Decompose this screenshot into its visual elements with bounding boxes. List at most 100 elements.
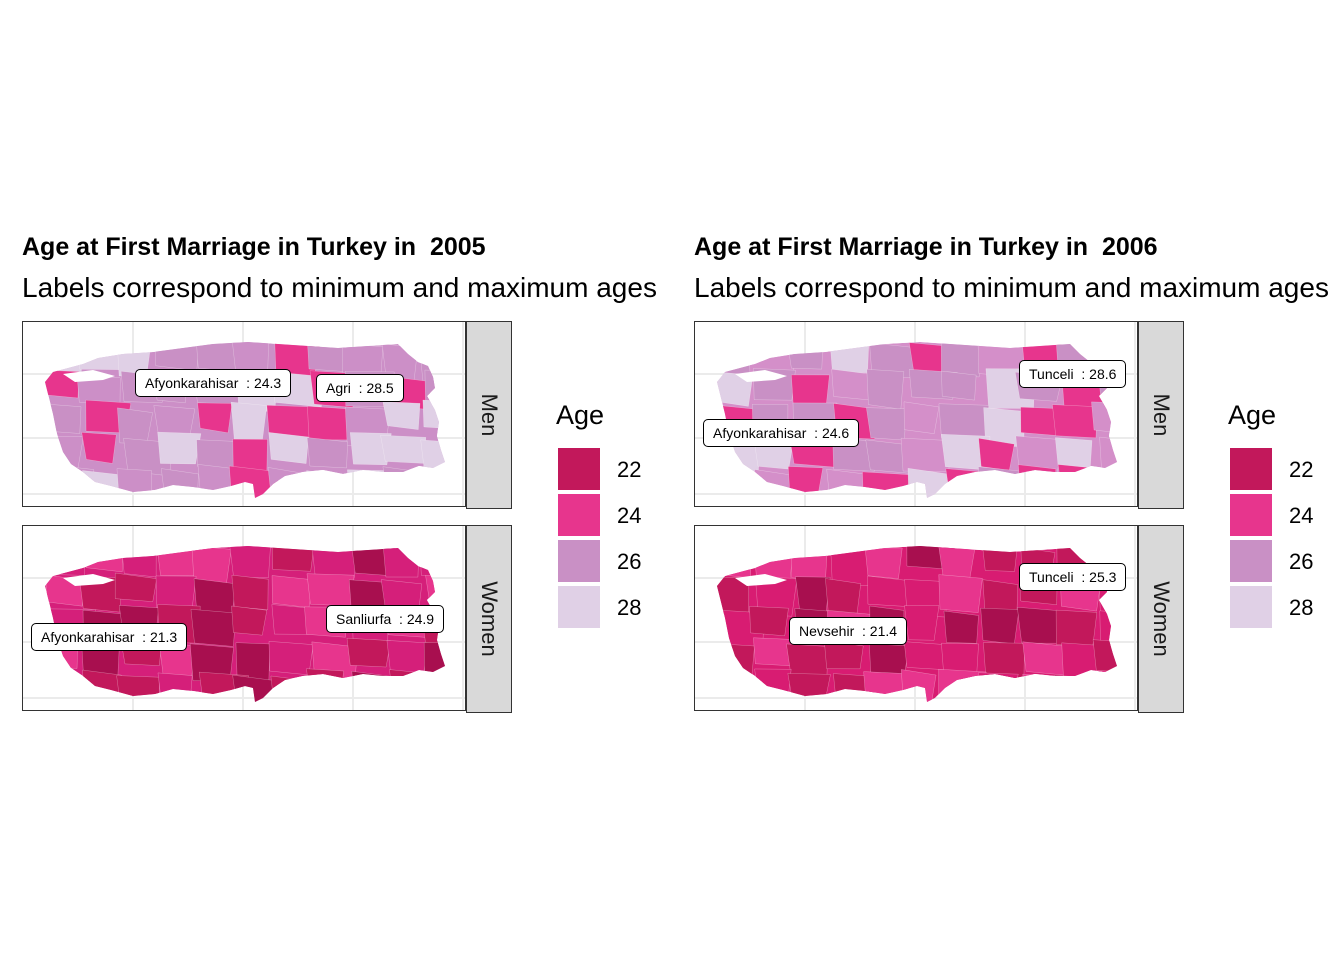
- legend-label-24: 24: [617, 503, 642, 528]
- province-region: [349, 432, 392, 466]
- province-region: [717, 674, 750, 702]
- facet-strip-women: Women: [1138, 525, 1184, 713]
- province-region: [418, 343, 445, 384]
- province-region: [866, 407, 907, 441]
- province-region: [117, 407, 153, 445]
- legend-label-26: 26: [617, 549, 642, 574]
- province-region: [45, 464, 95, 498]
- province-region: [346, 638, 391, 668]
- province-region: [755, 576, 798, 617]
- province-region: [754, 469, 793, 498]
- province-region: [864, 547, 903, 579]
- province-region: [938, 546, 975, 579]
- province-region: [116, 675, 160, 702]
- province-region: [901, 669, 937, 702]
- province-region: [790, 546, 828, 582]
- province-region: [982, 546, 1018, 572]
- legend-key-22: [558, 448, 600, 490]
- map-label-sanliurfa: Sanliurfa : 24.9: [326, 605, 445, 633]
- legend-key-26: [558, 540, 600, 582]
- province-region: [382, 546, 420, 578]
- province-region: [717, 643, 755, 679]
- province-region: [306, 573, 355, 607]
- sea-of-marmara: [735, 370, 787, 382]
- province-region: [306, 470, 351, 498]
- province-region: [116, 468, 152, 498]
- facet-strip-women: Women: [466, 525, 512, 713]
- province-region: [82, 470, 123, 498]
- province-region: [81, 432, 117, 464]
- province-region: [157, 431, 202, 465]
- facet-strip-label: Men: [1149, 393, 1174, 437]
- province-region: [423, 642, 445, 678]
- province-region: [306, 437, 348, 469]
- province-region: [420, 439, 445, 473]
- province-region: [425, 471, 445, 498]
- province-region: [231, 605, 268, 636]
- province-region: [380, 435, 427, 464]
- legend-label-22: 22: [617, 457, 642, 482]
- province-region: [753, 546, 794, 581]
- province-region: [749, 606, 789, 637]
- map-label-nevsehir: Nevsehir : 21.4: [789, 617, 908, 645]
- province-region: [424, 369, 445, 405]
- province-region: [904, 605, 940, 641]
- province-region: [45, 436, 84, 470]
- province-region: [79, 575, 123, 613]
- province-region: [268, 432, 309, 464]
- chart-subtitle: Labels correspond to minimum and maximum…: [22, 272, 657, 303]
- map-label-afyonkarahisar: Afyonkarahisar : 24.3: [135, 369, 292, 397]
- province-region: [382, 401, 421, 430]
- province-region: [1018, 464, 1057, 498]
- province-region: [197, 464, 234, 498]
- province-region: [1052, 404, 1098, 439]
- legend-key-22: [1230, 448, 1272, 490]
- province-region: [190, 609, 237, 647]
- province-region: [232, 674, 278, 702]
- province-region: [45, 546, 86, 576]
- legend-label-22: 22: [1289, 457, 1314, 482]
- legend-label-26: 26: [1289, 549, 1314, 574]
- province-region: [1095, 670, 1117, 702]
- province-region: [115, 572, 158, 602]
- province-region: [866, 369, 905, 410]
- province-region: [980, 607, 1020, 645]
- province-regions: [45, 342, 445, 498]
- province-region: [978, 466, 1026, 498]
- legend-label-28: 28: [617, 595, 642, 620]
- province-region: [786, 643, 829, 678]
- province-region: [941, 342, 981, 378]
- sea-of-marmara: [735, 574, 787, 586]
- province-region: [945, 468, 990, 498]
- province-region: [795, 576, 831, 612]
- province-region: [270, 675, 311, 702]
- province-region: [271, 546, 315, 572]
- facet-strip-men: Men: [466, 321, 512, 509]
- province-region: [1091, 401, 1117, 434]
- map-panel-men: [694, 321, 1138, 507]
- province-region: [717, 468, 750, 498]
- sea-of-marmara: [63, 574, 115, 586]
- province-region: [155, 342, 200, 371]
- province-region: [82, 669, 122, 699]
- province-region: [421, 673, 445, 702]
- province-region: [1055, 609, 1098, 647]
- facet-strip-men: Men: [1138, 321, 1184, 509]
- chart-subtitle: Labels correspond to minimum and maximum…: [694, 272, 1329, 303]
- province-region: [229, 546, 271, 579]
- province-region: [754, 668, 792, 702]
- province-region: [1055, 437, 1093, 468]
- map-panel-women: [22, 525, 466, 711]
- province-region: [1054, 675, 1099, 702]
- legend-key-24: [1230, 494, 1272, 536]
- province-region: [153, 405, 196, 436]
- legend-key-28: [1230, 586, 1272, 628]
- chart-2005: Age at First Marriage in Turkey in 2005 …: [22, 233, 657, 713]
- province-region: [829, 342, 870, 373]
- chart-2006: Age at First Marriage in Turkey in 2006 …: [672, 0, 1344, 960]
- legend-title: Age: [1228, 400, 1277, 430]
- legend-label-28: 28: [1289, 595, 1314, 620]
- map-label-afyonkarahisar: Afyonkarahisar : 21.3: [31, 623, 188, 651]
- province-region: [425, 575, 445, 608]
- province-region: [267, 467, 303, 498]
